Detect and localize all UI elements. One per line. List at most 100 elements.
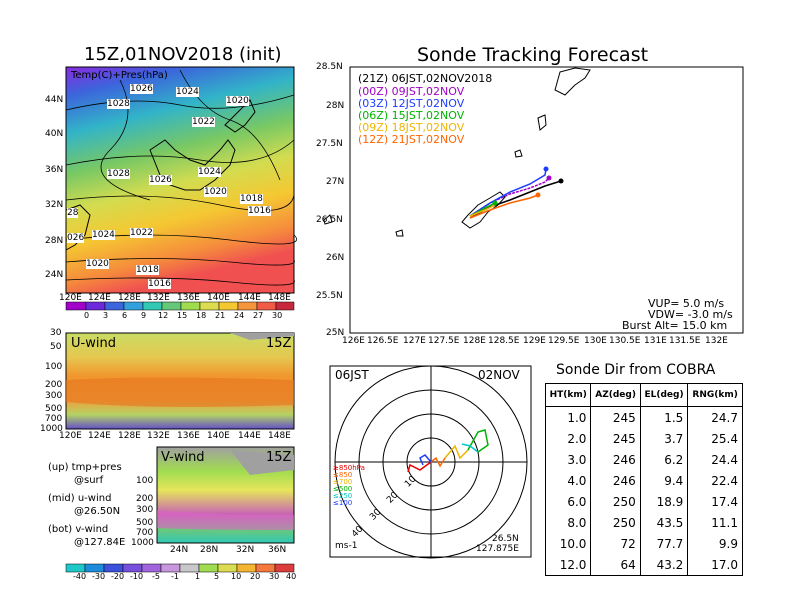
cell-el: 77.7 [639, 533, 689, 554]
cell-el: 43.2 [639, 554, 689, 576]
level-tick: 30 [50, 328, 62, 338]
level-tick: 500 [45, 404, 63, 414]
cell-ht: 8.0 [544, 512, 592, 533]
map-lon-tick: 120E [59, 293, 82, 303]
colorbar-tick: 15 [177, 311, 188, 320]
legend-bot: (bot) v-wind [48, 524, 109, 535]
polar-legend-item: ≤850 [333, 471, 353, 479]
table-row: 3.0 246 6.2 24.4 [544, 449, 743, 470]
track-lon-tick: 127E [403, 336, 426, 346]
map-lon-tick: 124E [88, 293, 111, 303]
v-level-tick: 700 [136, 528, 154, 538]
track-lon-tick: 126E [342, 336, 365, 346]
wind-colorbar-tick: -20 [111, 572, 125, 581]
temperature-map [65, 66, 297, 294]
polar-date: 02NOV [478, 368, 520, 382]
colorbar-tick: 6 [122, 311, 128, 320]
wind-colorbar-tick: 30 [269, 572, 280, 581]
u-wind-section [65, 332, 295, 430]
u-wind-lon-tick: 144E [238, 431, 261, 441]
sonde-param: VDW= -3.0 m/s [648, 308, 733, 321]
legend-mid: (mid) u-wind [48, 493, 112, 504]
v-lat-tick: 36N [268, 545, 287, 555]
map-lat-tick: 24N [45, 270, 64, 280]
table-row: 1.0 245 1.5 24.7 [544, 406, 743, 428]
cell-el: 1.5 [639, 406, 689, 428]
colorbar-tick: 24 [234, 311, 245, 320]
u-wind-time: 15Z [266, 336, 292, 351]
map-lon-tick: 144E [238, 293, 261, 303]
legend-mid-level: @26.50N [74, 506, 121, 517]
u-wind-lon-tick: 124E [88, 431, 111, 441]
wind-colorbar-tick: 20 [250, 572, 261, 581]
track-lon-tick: 127.5E [428, 336, 460, 346]
map-lon-tick: 136E [177, 293, 200, 303]
u-wind-lon-tick: 120E [59, 431, 82, 441]
cell-el: 18.9 [639, 491, 689, 512]
wind-colorbar-tick: -40 [73, 572, 87, 581]
isobar-label: 1026 [130, 84, 153, 94]
colorbar-tick: 0 [84, 311, 90, 320]
track-lat-tick: 26N [326, 253, 345, 263]
table-row: 2.0 245 3.7 25.4 [544, 428, 743, 449]
colorbar-tick: 21 [215, 311, 226, 320]
level-tick: 300 [45, 391, 63, 401]
track-lon-tick: 128.5E [488, 336, 520, 346]
track-title: Sonde Tracking Forecast [417, 44, 649, 66]
v-lat-tick: 28N [200, 545, 219, 555]
wind-colorbar-tick: -30 [92, 572, 106, 581]
v-lat-tick: 32N [236, 545, 255, 555]
isobar-label: 1024 [92, 230, 115, 240]
cell-ht: 2.0 [544, 428, 592, 449]
polar-time: 06JST [335, 368, 369, 382]
v-level-tick: 200 [136, 494, 154, 504]
isobar-label: 026 [67, 233, 85, 243]
isobar-label: 28 [67, 208, 79, 218]
cell-az: 250 [590, 491, 641, 512]
cell-az: 246 [590, 449, 641, 470]
isobar-label: 1020 [86, 259, 109, 269]
table-row: 4.0 246 9.4 22.4 [544, 470, 743, 491]
colorbar-tick: 18 [196, 311, 207, 320]
polar-legend-item: ≤500 [333, 485, 353, 493]
v-level-tick: 1000 [131, 538, 154, 548]
track-lat-tick: 28N [326, 101, 345, 111]
map-subtitle: Temp(C)+Pres(hPa) [71, 70, 168, 81]
map-lon-tick: 132E [147, 293, 170, 303]
cell-az: 64 [590, 554, 641, 576]
cell-rng: 25.4 [687, 428, 743, 449]
isobar-label: 1024 [198, 167, 221, 177]
u-wind-lon-tick: 136E [177, 431, 200, 441]
cobra-table: HT(km) AZ(deg) EL(deg) RNG(km) 1.0 245 1… [544, 383, 743, 576]
cell-ht: 6.0 [544, 491, 592, 512]
sonde-param: Burst Alt= 15.0 km [622, 319, 728, 332]
temperature-colorbar [65, 301, 295, 311]
track-lon-tick: 126.5E [367, 336, 399, 346]
track-lon-tick: 130.5E [609, 336, 641, 346]
isobar-label: 1018 [136, 265, 159, 275]
u-wind-lon-tick: 140E [207, 431, 230, 441]
track-lat-tick: 25.5N [316, 291, 343, 301]
isobar-label: 1024 [176, 87, 199, 97]
v-lat-tick: 24N [170, 545, 189, 555]
track-map [323, 66, 744, 334]
track-lon-tick: 129E [523, 336, 546, 346]
map-lat-tick: 36N [45, 165, 64, 175]
table-row: 10.0 72 77.7 9.9 [544, 533, 743, 554]
map-lon-tick: 148E [268, 293, 291, 303]
polar-lon: 127.875E [476, 544, 519, 554]
map-lon-tick: 140E [207, 293, 230, 303]
track-lon-tick: 128E [463, 336, 486, 346]
v-wind-section [156, 446, 295, 544]
track-legend-item: (21Z) 06JST,02NOV2018 [358, 72, 493, 85]
wind-colorbar-tick: 5 [214, 572, 220, 581]
table-row: 8.0 250 43.5 11.1 [544, 512, 743, 533]
level-tick: 700 [45, 414, 63, 424]
cobra-header: AZ(deg) [590, 383, 641, 407]
cell-el: 3.7 [639, 428, 689, 449]
polar-unit: ms-1 [335, 541, 358, 551]
v-level-tick: 100 [136, 476, 154, 486]
cobra-header: HT(km) [544, 383, 592, 407]
wind-colorbar-tick: 40 [286, 572, 297, 581]
cell-az: 245 [590, 428, 641, 449]
